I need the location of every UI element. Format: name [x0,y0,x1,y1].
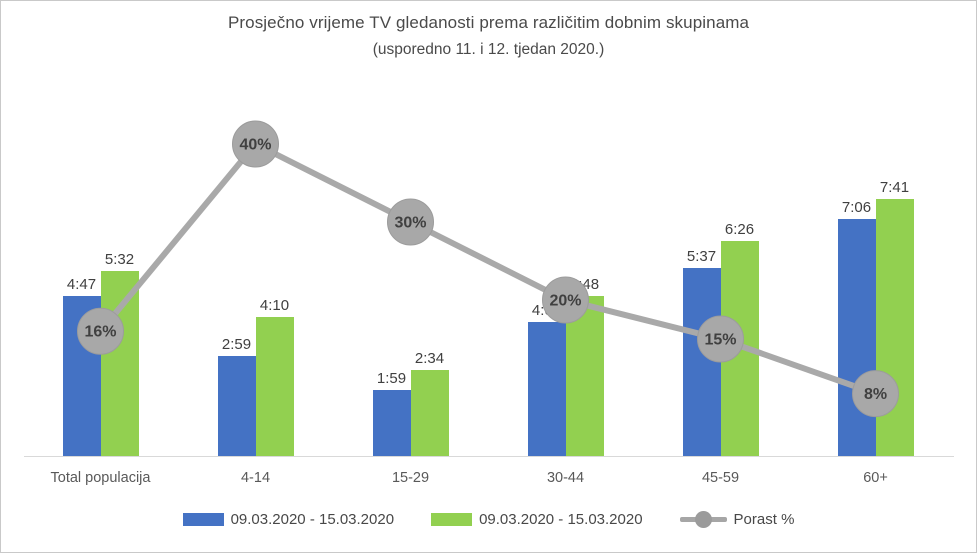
bar-value-label: 2:34 [414,350,445,367]
bar-value-label: 4:47 [66,276,97,293]
bar-series2-0 [100,271,139,456]
bar-series1-5 [837,219,876,456]
legend-item-week1: 09.03.2020 - 15.03.2020 [182,511,395,528]
bar-value-label: 5:32 [104,251,135,268]
porast-marker-1 [232,120,279,168]
legend-item-porast: Porast % [679,511,795,528]
bar-series1-4 [682,268,721,456]
x-axis-label-5: 60+ [863,470,888,486]
x-axis-label-2: 15-29 [391,470,430,486]
bar-swatch-week2-icon [431,513,473,526]
porast-percent-label: 40% [239,137,271,154]
bar-series1-1 [217,356,256,456]
bar-value-label: 6:26 [724,221,755,238]
x-axis-label-1: 4-14 [240,470,271,486]
bar-series2-2 [410,370,449,456]
porast-line-layer: 16%40%30%20%15%8% [77,120,899,418]
bar-value-label: 4:48 [569,276,600,293]
bar-series1-3 [527,322,566,456]
x-axis-labels: Total populacija 4-14 15-29 30-44 45-59 60+ [23,470,953,486]
porast-percent-label: 30% [394,215,426,232]
x-axis-label-4: 45-59 [701,470,740,486]
bar-series2-3 [565,296,604,456]
bar-value-label: 7:41 [879,179,910,196]
legend-item-week2: 09.03.2020 - 15.03.2020 [431,511,643,528]
x-axis-line [24,456,954,457]
legend: 09.03.2020 - 15.03.2020 09.03.2020 - 15.… [1,511,976,528]
legend-label-week2: 09.03.2020 - 15.03.2020 [479,511,643,528]
x-axis-label-3: 30-44 [546,470,585,486]
porast-marker-2 [387,198,434,246]
bar-value-label: 4:10 [259,297,290,314]
bar-series2-4 [720,241,759,456]
bar-series1-2 [372,390,411,456]
plot-area: 4:47 5:32 2:59 4:10 1:59 2:34 4:00 4:48 5:37 6:26… [23,101,953,456]
bar-series2-5 [875,199,914,456]
legend-label-week1: 09.03.2020 - 15.03.2020 [230,511,395,528]
bar-series1-0 [62,296,101,456]
bar-swatch-week1-icon [182,513,224,526]
line-marker-icon [679,511,727,528]
x-axis-label-0: Total populacija [50,470,151,486]
legend-label-porast: Porast % [733,511,795,528]
chart-subtitle: (usporedno 11. i 12. tjedan 2020.) [372,41,605,58]
chart-title: Prosječno vrijeme TV gledanosti prema ra… [227,13,750,32]
bar-series2-1 [255,317,294,456]
